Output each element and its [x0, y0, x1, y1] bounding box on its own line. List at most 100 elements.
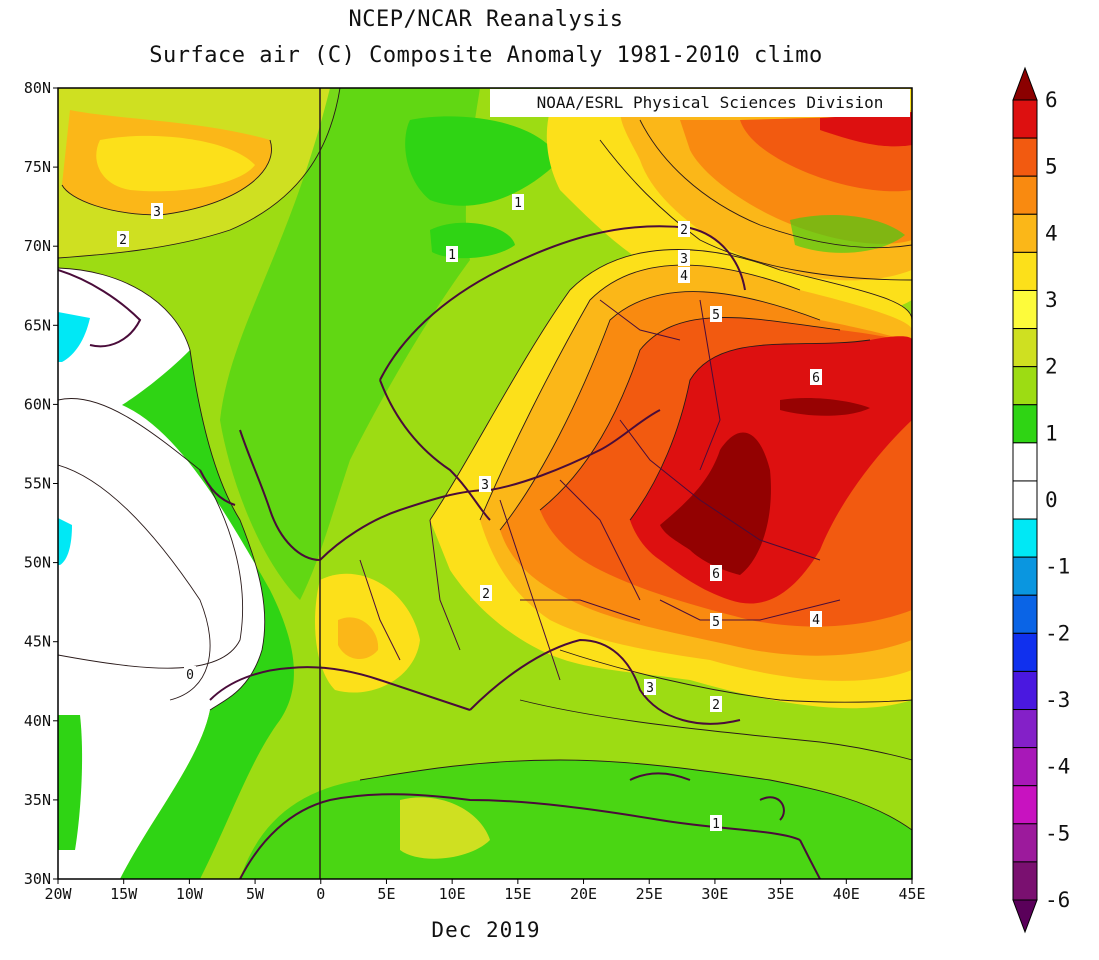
- lon-tick-label: 30E: [701, 885, 728, 903]
- contour-label: 2: [482, 587, 490, 602]
- longitude-axis: 20W 15W 10W 5W 0 5E 10E 15E 20E 25E 30E 35E 40E 45E: [44, 879, 926, 903]
- colorbar-swatch: [1012, 442, 1038, 482]
- lon-tick-label: 5E: [377, 885, 395, 903]
- lat-tick-label: 40N: [24, 712, 51, 730]
- contour-label: 5: [712, 615, 720, 630]
- credit-text: NOAA/ESRL Physical Sciences Division: [537, 93, 884, 112]
- contour-labels: 3 2 1 1 2 3 4 5 6 3 2 6 5 4 3 2 1 0: [117, 194, 822, 832]
- colorbar-label: 5: [1045, 155, 1058, 179]
- contour-label: 3: [646, 681, 654, 696]
- contour-label: 1: [448, 248, 456, 263]
- colorbar-label: -6: [1045, 888, 1070, 912]
- chart-title-line1: NCEP/NCAR Reanalysis: [348, 7, 624, 32]
- latitude-axis: 80N 75N 70N 65N 60N 55N 50N 45N 40N 35N 30N: [24, 79, 58, 888]
- colorbar-top-arrow: [1012, 66, 1038, 101]
- contour-label: 2: [119, 233, 127, 248]
- lat-tick-label: 35N: [24, 791, 51, 809]
- colorbar-swatch: [1012, 99, 1038, 139]
- contour-label-box: [710, 565, 722, 581]
- colorbar-swatch: [1012, 785, 1038, 825]
- contour-label: 2: [712, 698, 720, 713]
- colorbar-swatch: [1012, 747, 1038, 787]
- contour-label: 6: [712, 567, 720, 582]
- contour-lines: [58, 88, 912, 831]
- colorbar-label: 1: [1045, 421, 1058, 445]
- contour-label-box: [678, 221, 690, 237]
- lon-tick-label: 10E: [439, 885, 466, 903]
- colorbar-label: 3: [1045, 288, 1058, 312]
- lon-tick-label: 45E: [898, 885, 925, 903]
- contour-label: 0: [186, 668, 194, 683]
- contour-label-box: [710, 306, 722, 322]
- colorbar-label: 6: [1045, 88, 1058, 112]
- contour-label-box: [710, 613, 722, 629]
- contour-label-box: [151, 203, 163, 219]
- colorbar-swatch: [1012, 670, 1038, 711]
- colorbar-swatch: [1012, 137, 1038, 177]
- contour-label: 2: [680, 223, 688, 238]
- contour-label-box: [480, 585, 492, 601]
- lat-tick-label: 75N: [24, 158, 51, 176]
- credit-box: [490, 89, 910, 117]
- colorbar-label: -2: [1045, 621, 1070, 645]
- lon-tick-label: 40E: [833, 885, 860, 903]
- colorbar-swatch: [1012, 594, 1038, 634]
- colorbar-label: -5: [1045, 821, 1070, 845]
- contour-label-box: [678, 267, 690, 283]
- colorbar-swatch: [1012, 709, 1038, 749]
- contour-label: 4: [680, 269, 688, 284]
- colorbar-label: 2: [1045, 355, 1058, 379]
- colorbar-swatch: [1012, 518, 1038, 558]
- lat-tick-label: 50N: [24, 554, 51, 572]
- contour-label: 6: [812, 371, 820, 386]
- lon-tick-label: 20E: [570, 885, 597, 903]
- contour-label-box: [810, 611, 822, 627]
- lon-tick-label: 15E: [504, 885, 531, 903]
- colorbar-swatch: [1012, 175, 1038, 215]
- lon-tick-label: 35E: [767, 885, 794, 903]
- contour-label-box: [117, 231, 129, 247]
- colorbar-bottom-arrow: [1012, 899, 1038, 934]
- lat-tick-label: 70N: [24, 237, 51, 255]
- contour-label-box: [446, 246, 458, 262]
- colorbar-label: -1: [1045, 555, 1070, 579]
- lat-tick-label: 65N: [24, 316, 51, 334]
- colorbar-swatch: [1012, 289, 1038, 330]
- contour-label: 3: [153, 205, 161, 220]
- contour-label-box: [479, 476, 491, 492]
- contour-label: 3: [680, 252, 688, 267]
- contour-label: 5: [712, 308, 720, 323]
- contour-label-box: [810, 369, 822, 385]
- colorbar-swatch: [1012, 632, 1038, 672]
- country-borders: [359, 299, 841, 681]
- lat-tick-label: 45N: [24, 633, 51, 651]
- colorbar-label: 0: [1045, 488, 1058, 512]
- period-label: Dec 2019: [431, 918, 541, 942]
- lon-tick-label: 25E: [636, 885, 663, 903]
- contour-label-box: [184, 666, 196, 682]
- chart-title-line2: Surface air (C) Composite Anomaly 1981-2…: [149, 43, 823, 68]
- contour-label: 4: [812, 613, 820, 628]
- contour-label-box: [678, 250, 690, 266]
- contour-label-box: [710, 696, 722, 712]
- colorbar-swatch: [1012, 480, 1038, 520]
- colorbar-swatch: [1012, 861, 1038, 901]
- contour-label-box: [512, 194, 524, 210]
- colorbar-label: -3: [1045, 688, 1070, 712]
- colorbar-swatch: [1012, 251, 1038, 291]
- lon-tick-label: 15W: [110, 885, 138, 903]
- lon-tick-label: 20W: [44, 885, 72, 903]
- anomaly-field: [58, 88, 912, 879]
- lat-tick-label: 60N: [24, 395, 51, 413]
- colorbar-label: -4: [1045, 755, 1070, 779]
- colorbar-swatch: [1012, 556, 1038, 596]
- contour-label: 1: [514, 196, 522, 211]
- colorbar-label: 4: [1045, 221, 1058, 245]
- lat-tick-label: 80N: [24, 79, 51, 97]
- lon-tick-label: 10W: [176, 885, 204, 903]
- lon-tick-label: 0: [316, 885, 325, 903]
- contour-label-box: [644, 679, 656, 695]
- colorbar-swatch: [1012, 366, 1038, 406]
- contour-label-box: [710, 815, 722, 831]
